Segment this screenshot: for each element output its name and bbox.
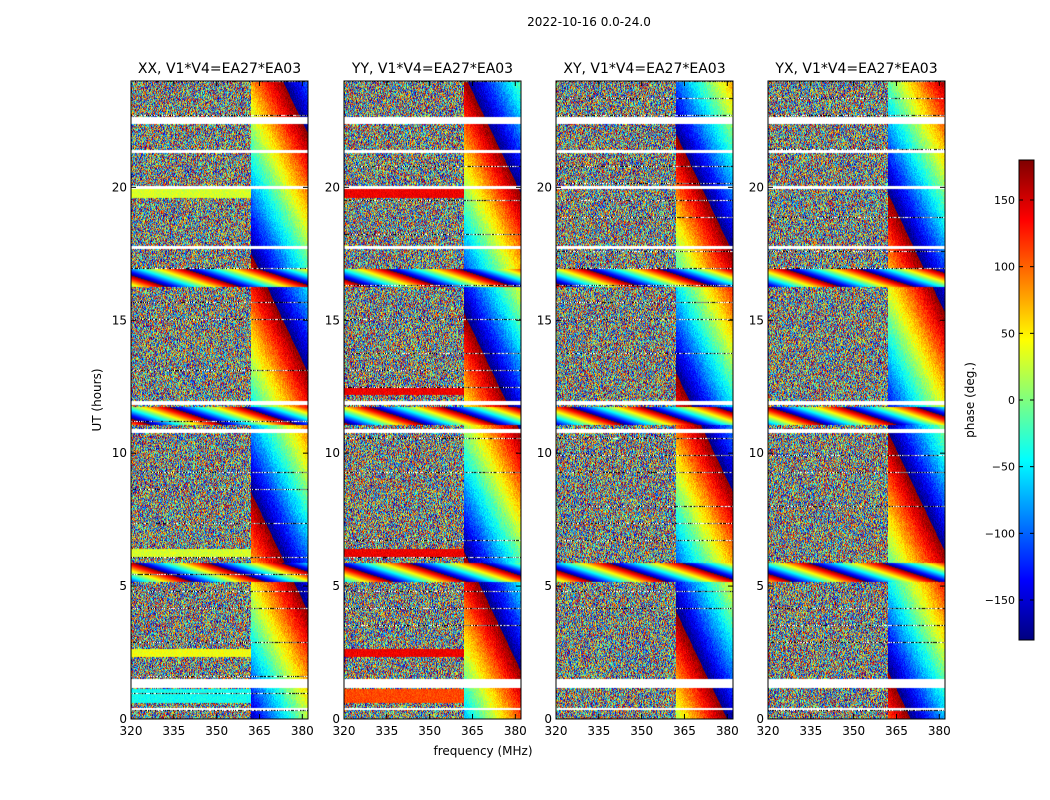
phase-heatmap xyxy=(131,81,308,719)
x-tick-label: 380 xyxy=(928,724,951,738)
colorbar-tick-label: −50 xyxy=(992,461,1015,474)
x-tick-label: 365 xyxy=(248,724,271,738)
colorbar-tick-label: −150 xyxy=(985,594,1015,607)
x-tick-label: 350 xyxy=(630,724,653,738)
colorbar: 150 100 50 0 −50 −100 −150 phase (deg.) xyxy=(963,159,1035,641)
x-tick-label: 320 xyxy=(120,724,143,738)
x-tick-label: 335 xyxy=(162,724,185,738)
y-tick-label: 15 xyxy=(112,313,127,327)
x-tick-label: 380 xyxy=(291,724,314,738)
x-tick-label: 365 xyxy=(885,724,908,738)
panel-frame xyxy=(555,80,734,720)
y-tick-label: 10 xyxy=(112,446,127,460)
panel-title: YX, V1*V4=EA27*EA03 xyxy=(774,61,937,77)
phase-heatmap xyxy=(344,81,521,719)
x-tick-label: 380 xyxy=(716,724,739,738)
x-tick-label: 350 xyxy=(205,724,228,738)
x-tick-label: 320 xyxy=(545,724,568,738)
colorbar-tick-label: 50 xyxy=(1001,327,1015,340)
phase-heatmap xyxy=(556,81,733,719)
x-tick-label: 365 xyxy=(673,724,696,738)
panel-frame xyxy=(130,80,309,720)
x-axis-label: frequency (MHz) xyxy=(433,744,532,758)
colorbar-label: phase (deg.) xyxy=(963,362,977,438)
panel-xy: XY, V1*V4=EA27*EA03 320 335 350 365 380 0 5 10 15… xyxy=(537,61,739,738)
x-tick-label: 350 xyxy=(418,724,441,738)
y-tick-label: 20 xyxy=(749,180,764,194)
phase-heatmap xyxy=(768,81,945,719)
panel-frame xyxy=(767,80,946,720)
y-axis-label: UT (hours) xyxy=(90,368,104,431)
panel-title: XX, V1*V4=EA27*EA03 xyxy=(138,61,301,77)
y-tick-label: 0 xyxy=(544,712,552,726)
y-tick-label: 0 xyxy=(332,712,340,726)
y-tick-label: 5 xyxy=(332,579,340,593)
y-tick-label: 5 xyxy=(756,579,764,593)
x-tick-label: 365 xyxy=(461,724,484,738)
panel-yy: YY, V1*V4=EA27*EA03 320 335 350 365 380 0 5 10 15… xyxy=(325,61,527,738)
y-tick-label: 5 xyxy=(544,579,552,593)
x-tick-label: 335 xyxy=(799,724,822,738)
x-tick-label: 320 xyxy=(333,724,356,738)
figure-suptitle: 2022-10-16 0.0-24.0 xyxy=(527,15,651,29)
y-tick-label: 20 xyxy=(537,180,552,194)
y-tick-label: 5 xyxy=(119,579,127,593)
panel-frame xyxy=(343,80,522,720)
colorbar-tick-label: 150 xyxy=(994,194,1015,207)
x-tick-label: 320 xyxy=(757,724,780,738)
panel-xx: XX, V1*V4=EA27*EA03 320 335 350 365 380 0 5 10 15… xyxy=(112,61,314,738)
x-tick-label: 350 xyxy=(842,724,865,738)
colorbar-tick-label: 100 xyxy=(994,261,1015,274)
panels: XX, V1*V4=EA27*EA03 320 335 350 365 380 0 5 10 15… xyxy=(112,61,951,738)
colorbar-tick-label: 0 xyxy=(1008,394,1015,407)
y-tick-label: 15 xyxy=(537,313,552,327)
panel-title: YY, V1*V4=EA27*EA03 xyxy=(351,61,513,77)
colorbar-ticks: 150 100 50 0 −50 −100 −150 xyxy=(985,194,1034,607)
y-tick-label: 0 xyxy=(119,712,127,726)
y-tick-label: 15 xyxy=(749,313,764,327)
y-tick-label: 10 xyxy=(325,446,340,460)
y-tick-label: 20 xyxy=(112,180,127,194)
panel-yx: YX, V1*V4=EA27*EA03 320 335 350 365 380 0 5 10 15… xyxy=(749,61,951,738)
y-tick-label: 20 xyxy=(325,180,340,194)
y-tick-label: 0 xyxy=(756,712,764,726)
y-tick-label: 10 xyxy=(749,446,764,460)
y-tick-label: 10 xyxy=(537,446,552,460)
panel-title: XY, V1*V4=EA27*EA03 xyxy=(563,61,725,77)
colorbar-tick-label: −100 xyxy=(985,527,1015,540)
x-tick-label: 380 xyxy=(504,724,527,738)
x-tick-label: 335 xyxy=(587,724,610,738)
x-tick-label: 335 xyxy=(375,724,398,738)
y-tick-label: 15 xyxy=(325,313,340,327)
